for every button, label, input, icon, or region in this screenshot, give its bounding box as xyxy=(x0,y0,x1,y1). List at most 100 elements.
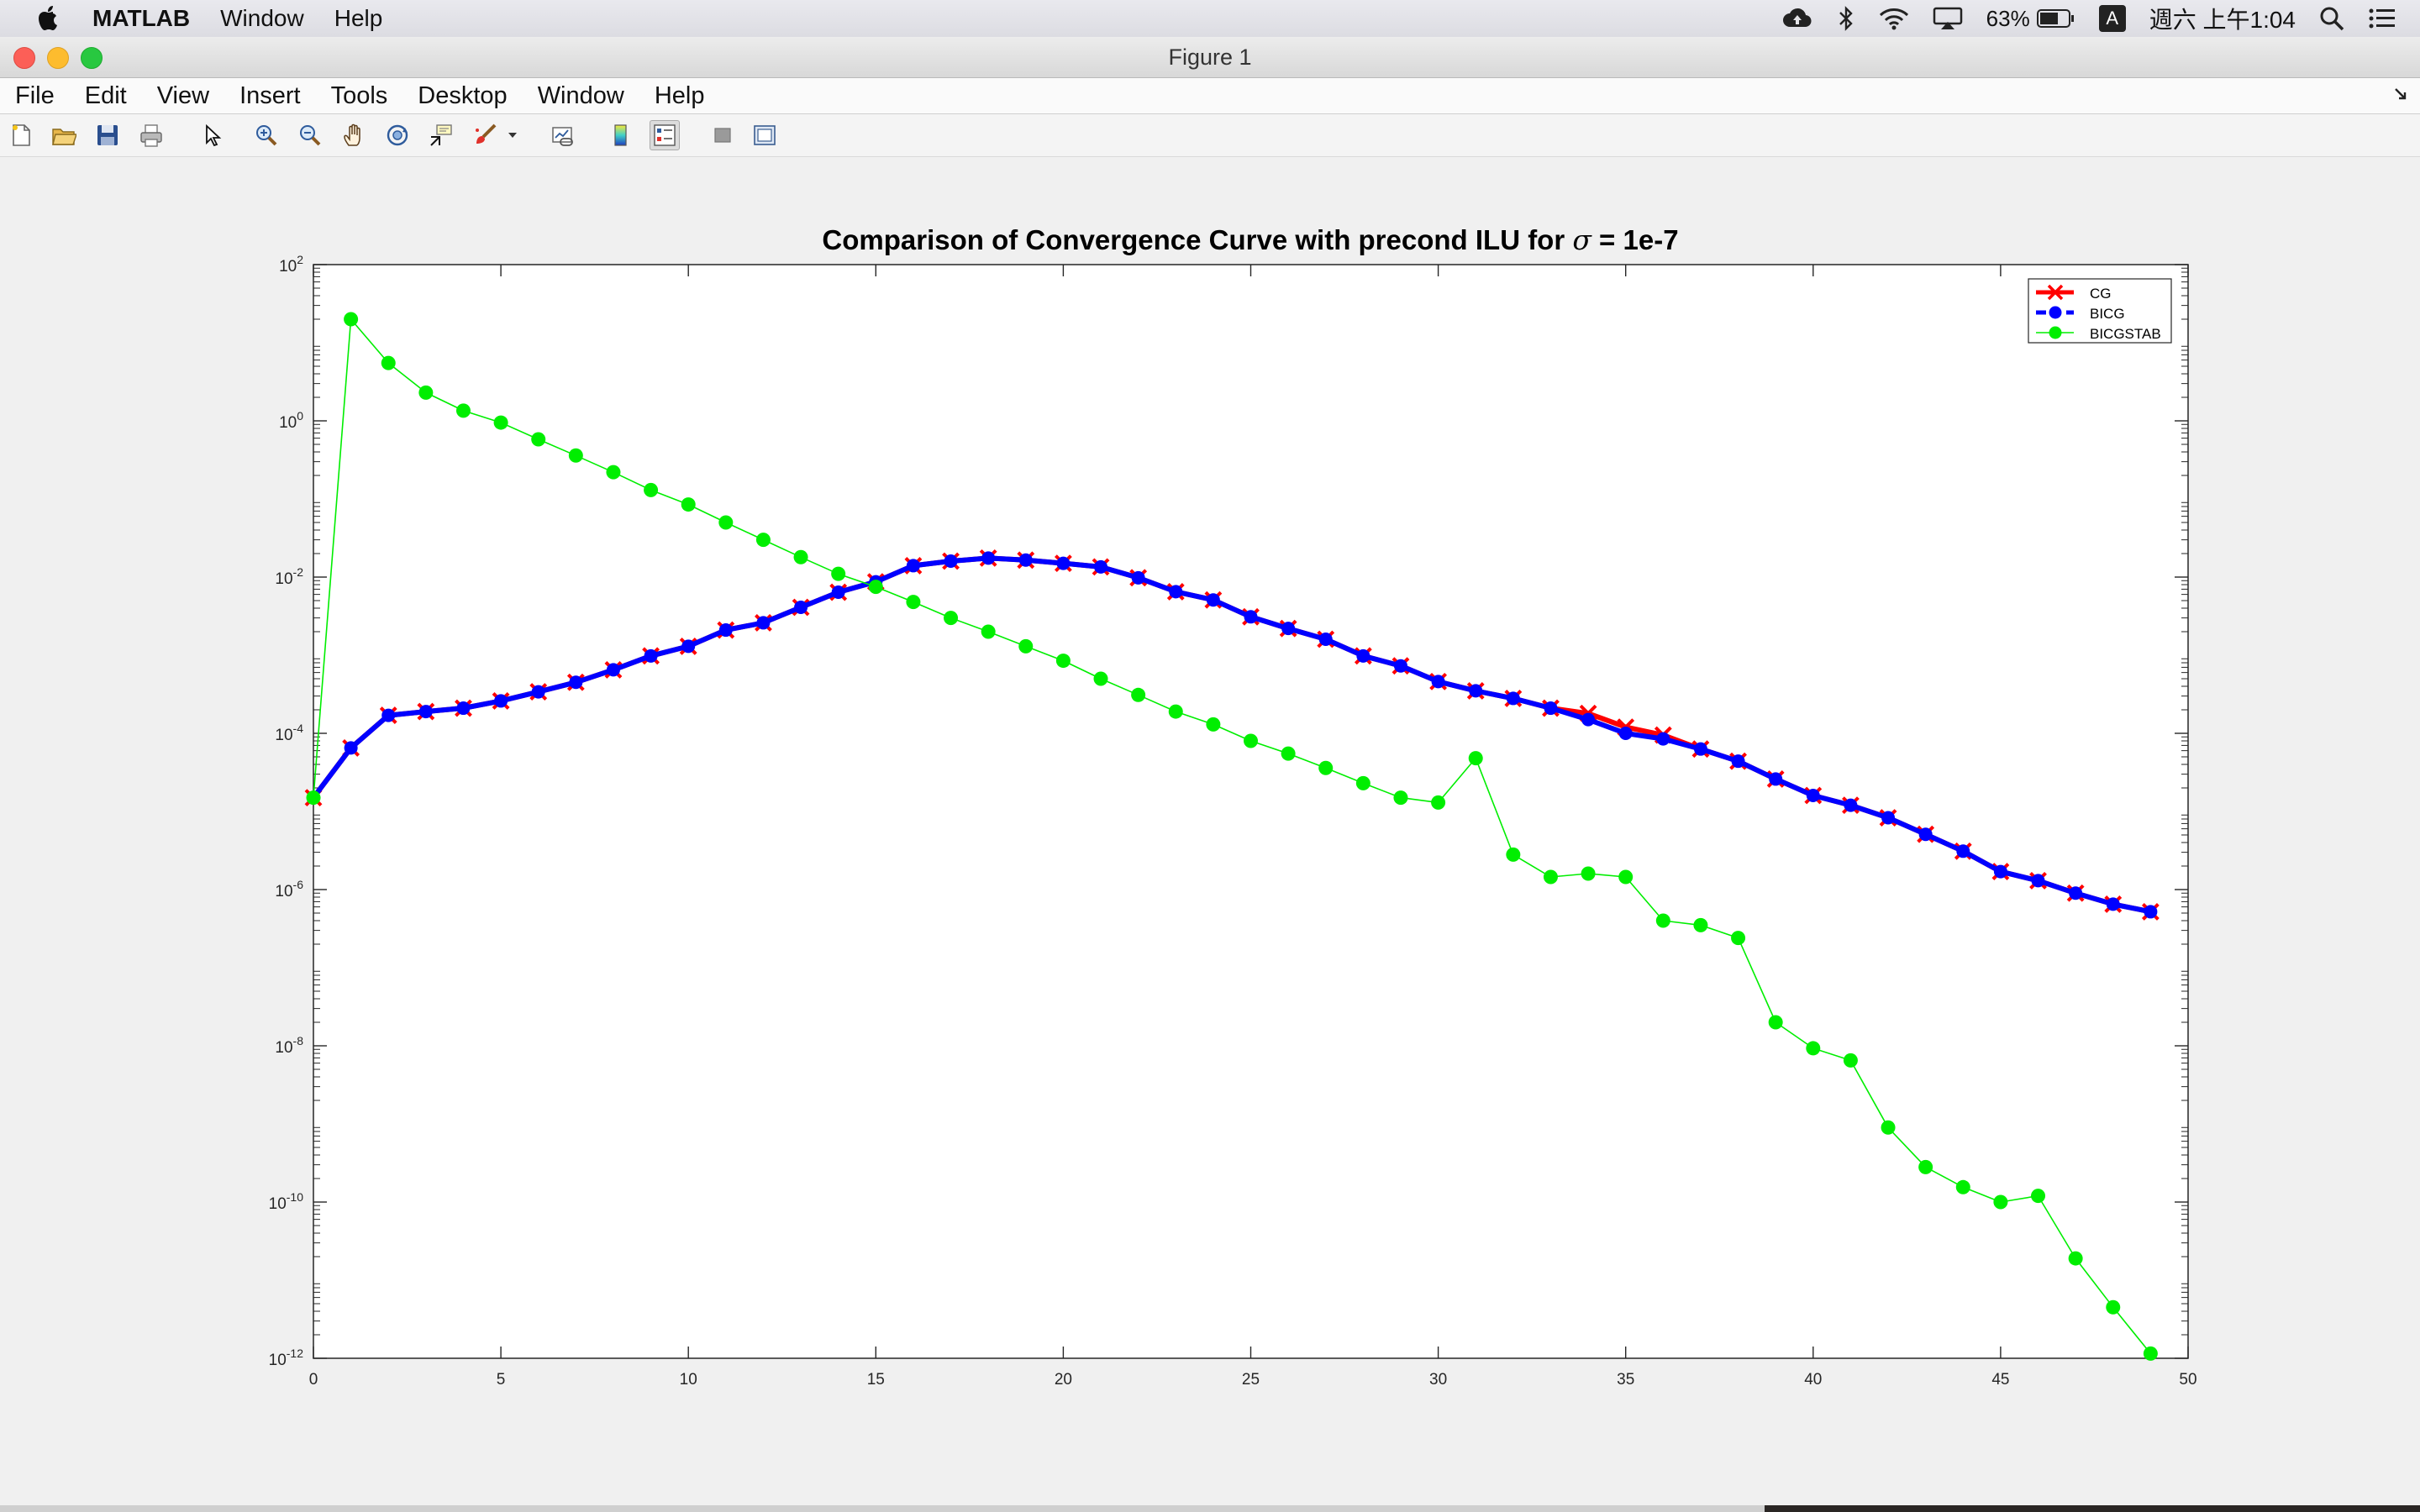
brush-dropdown-icon[interactable] xyxy=(504,121,521,150)
figure-menu-desktop[interactable]: Desktop xyxy=(418,81,508,109)
data-point-bicgstab xyxy=(1881,1120,1896,1135)
x-tick-label: 25 xyxy=(1242,1371,1260,1389)
data-point-bicgstab xyxy=(1318,760,1334,775)
figure-menu-view[interactable]: View xyxy=(156,81,210,109)
x-tick-label: 20 xyxy=(1055,1371,1072,1389)
x-tick-label: 5 xyxy=(497,1371,506,1389)
show-plot-tools-icon[interactable] xyxy=(750,121,779,150)
data-point-bicgstab xyxy=(1655,913,1670,928)
close-window-button[interactable] xyxy=(13,47,35,69)
minimize-window-button[interactable] xyxy=(47,47,69,69)
figure-menu-file[interactable]: File xyxy=(15,81,55,109)
legend[interactable]: CG BICG BICGSTAB xyxy=(2028,278,2172,344)
plot-axes-area[interactable] xyxy=(313,264,2189,1359)
data-point-bicg xyxy=(831,585,845,600)
figure-menu-edit[interactable]: Edit xyxy=(84,81,127,109)
figure-menu-window[interactable]: Window xyxy=(537,81,624,109)
menu-window[interactable]: Window xyxy=(220,5,304,31)
new-figure-icon[interactable] xyxy=(7,121,35,150)
dock-figure-icon[interactable] xyxy=(2393,85,2408,107)
data-point-bicgstab xyxy=(381,355,396,370)
data-point-bicg xyxy=(1881,811,1896,825)
data-point-bicgstab xyxy=(1806,1041,1821,1056)
figure-menu-help[interactable]: Help xyxy=(654,81,705,109)
data-point-bicgstab xyxy=(1581,866,1596,881)
data-point-bicg xyxy=(1544,701,1558,716)
data-point-bicgstab xyxy=(1055,654,1071,669)
data-point-bicgstab xyxy=(831,566,846,581)
colorbar-icon[interactable] xyxy=(607,121,635,150)
data-point-bicgstab xyxy=(644,482,659,497)
print-icon[interactable] xyxy=(137,121,166,150)
data-point-bicgstab xyxy=(1281,746,1296,761)
data-point-bicg xyxy=(1581,712,1596,727)
data-point-bicg xyxy=(644,648,658,663)
clock-text[interactable]: 週六 上午1:04 xyxy=(2149,7,2296,33)
menu-help[interactable]: Help xyxy=(334,5,383,31)
battery-icon[interactable] xyxy=(2036,8,2075,29)
data-point-bicg xyxy=(1656,732,1670,746)
series-bicgstab xyxy=(306,312,2158,1361)
zoom-window-button[interactable] xyxy=(81,47,103,69)
data-point-bicgstab xyxy=(568,448,583,463)
data-point-bicg xyxy=(794,601,808,615)
legend-label-bicg: BICG xyxy=(2090,306,2125,322)
zoom-in-icon[interactable] xyxy=(252,121,281,150)
data-point-bicgstab xyxy=(1131,687,1146,702)
dock-background xyxy=(1765,1505,2420,1512)
data-point-bicgstab xyxy=(344,312,359,327)
data-point-bicgstab xyxy=(1244,733,1258,748)
brush-icon[interactable] xyxy=(471,121,499,150)
hide-plot-tools-icon[interactable] xyxy=(708,121,737,150)
legend-icon[interactable] xyxy=(650,120,680,150)
data-point-bicg xyxy=(1056,556,1071,570)
figure-menu-tools[interactable]: Tools xyxy=(330,81,388,109)
data-point-bicgstab xyxy=(2068,1251,2083,1266)
data-point-bicgstab xyxy=(1018,638,1034,654)
data-point-bicgstab xyxy=(1506,847,1521,862)
legend-marker-cg xyxy=(2047,284,2064,301)
data-point-bicg xyxy=(1281,622,1296,636)
x-tick-label: 50 xyxy=(2179,1371,2196,1389)
x-tick-label: 40 xyxy=(1804,1371,1822,1389)
series-bicg xyxy=(307,551,2158,919)
data-point-bicgstab xyxy=(1543,869,1558,885)
series-layer xyxy=(304,312,2160,1361)
rotate-3d-icon[interactable] xyxy=(383,121,412,150)
figure-menu-insert[interactable]: Insert xyxy=(239,81,301,109)
y-tick-label: 10-8 xyxy=(275,1034,303,1057)
wifi-icon[interactable] xyxy=(1879,7,1909,30)
desktop-bottom-strip xyxy=(0,1505,2420,1512)
save-icon[interactable] xyxy=(93,121,122,150)
open-file-icon[interactable] xyxy=(50,121,78,150)
figure-toolbar xyxy=(0,114,2420,157)
link-plot-icon[interactable] xyxy=(549,121,577,150)
apple-icon[interactable] xyxy=(34,4,62,33)
cloud-upload-icon[interactable] xyxy=(1781,7,1813,30)
data-point-bicg xyxy=(531,685,545,699)
data-point-bicgstab xyxy=(906,595,921,610)
data-cursor-icon[interactable] xyxy=(427,121,455,150)
airplay-icon[interactable] xyxy=(1933,7,1963,30)
data-point-bicgstab xyxy=(531,432,546,447)
data-point-bicg xyxy=(681,639,696,654)
data-point-bicgstab xyxy=(493,415,508,430)
window-title: Figure 1 xyxy=(1168,45,1252,70)
data-point-bicg xyxy=(606,663,620,677)
y-tick-label: 100 xyxy=(279,409,303,432)
x-tick-label: 30 xyxy=(1429,1371,1447,1389)
input-method-indicator[interactable]: A xyxy=(2098,5,2126,32)
data-point-bicg xyxy=(944,554,958,569)
data-point-bicgstab xyxy=(755,533,771,548)
pan-hand-icon[interactable] xyxy=(339,121,368,150)
notification-center-icon[interactable] xyxy=(2368,8,2396,29)
zoom-out-icon[interactable] xyxy=(296,121,324,150)
data-point-bicgstab xyxy=(1843,1053,1858,1068)
data-point-bicgstab xyxy=(1468,751,1483,766)
app-menu-matlab[interactable]: MATLAB xyxy=(92,5,191,31)
data-point-bicg xyxy=(569,675,583,690)
bluetooth-icon[interactable] xyxy=(1837,6,1855,31)
edit-plot-pointer-icon[interactable] xyxy=(197,121,226,150)
spotlight-search-icon[interactable] xyxy=(2319,6,2344,31)
data-point-bicg xyxy=(1018,553,1033,567)
